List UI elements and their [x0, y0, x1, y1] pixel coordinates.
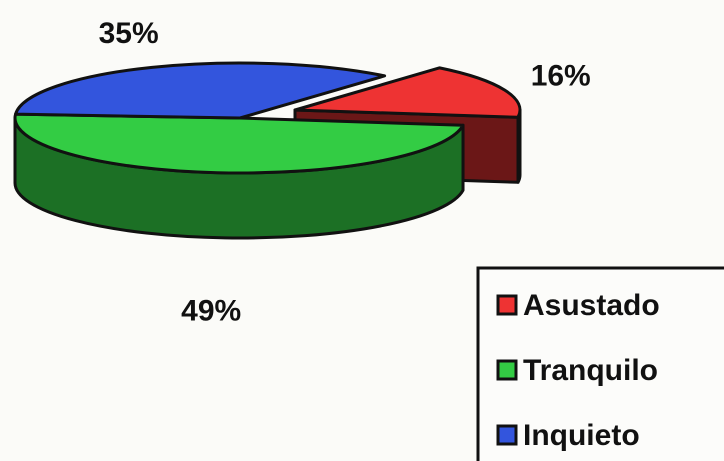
slice	[13, 112, 465, 175]
slice	[14, 61, 387, 120]
data-label: 35%	[99, 17, 159, 50]
legend-label: Inquieto	[523, 419, 640, 452]
legend-swatch	[496, 294, 518, 316]
slice	[293, 66, 522, 119]
legend-swatch	[496, 424, 518, 446]
slice-side	[516, 108, 522, 184]
legend-label: Asustado	[523, 289, 660, 322]
legend-label: Tranquilo	[523, 354, 658, 387]
legend-swatch	[496, 359, 518, 381]
data-label: 49%	[181, 294, 241, 327]
data-label: 16%	[531, 59, 591, 92]
legend-box	[476, 266, 724, 461]
